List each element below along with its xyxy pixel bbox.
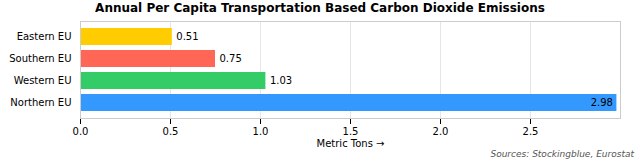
- svg-text:0.75: 0.75: [220, 53, 242, 64]
- svg-text:0.5: 0.5: [163, 126, 179, 137]
- svg-text:0.0: 0.0: [73, 126, 89, 137]
- svg-text:Metric Tons →: Metric Tons →: [317, 138, 385, 149]
- svg-text:2.5: 2.5: [523, 126, 539, 137]
- svg-text:Southern EU: Southern EU: [9, 53, 71, 64]
- svg-text:0.51: 0.51: [176, 31, 198, 42]
- html-text:Annual Per Capita Transportati: Annual Per Capita Transportation Based C…: [95, 1, 545, 15]
- svg-text:2.0: 2.0: [433, 126, 449, 137]
- svg-text:Eastern EU: Eastern EU: [17, 31, 72, 42]
- svg-text:1.0: 1.0: [253, 126, 269, 137]
- svg-text:1.03: 1.03: [270, 75, 292, 86]
- svg-text:Western EU: Western EU: [14, 75, 72, 86]
- svg-text:1.5: 1.5: [343, 126, 359, 137]
- svg-text:Northern EU: Northern EU: [10, 97, 71, 108]
- svg-text:2.98: 2.98: [591, 97, 613, 108]
- html-text:Sources: Stockingblue, Eurosta: Sources: Stockingblue, Eurostat: [490, 149, 634, 159]
